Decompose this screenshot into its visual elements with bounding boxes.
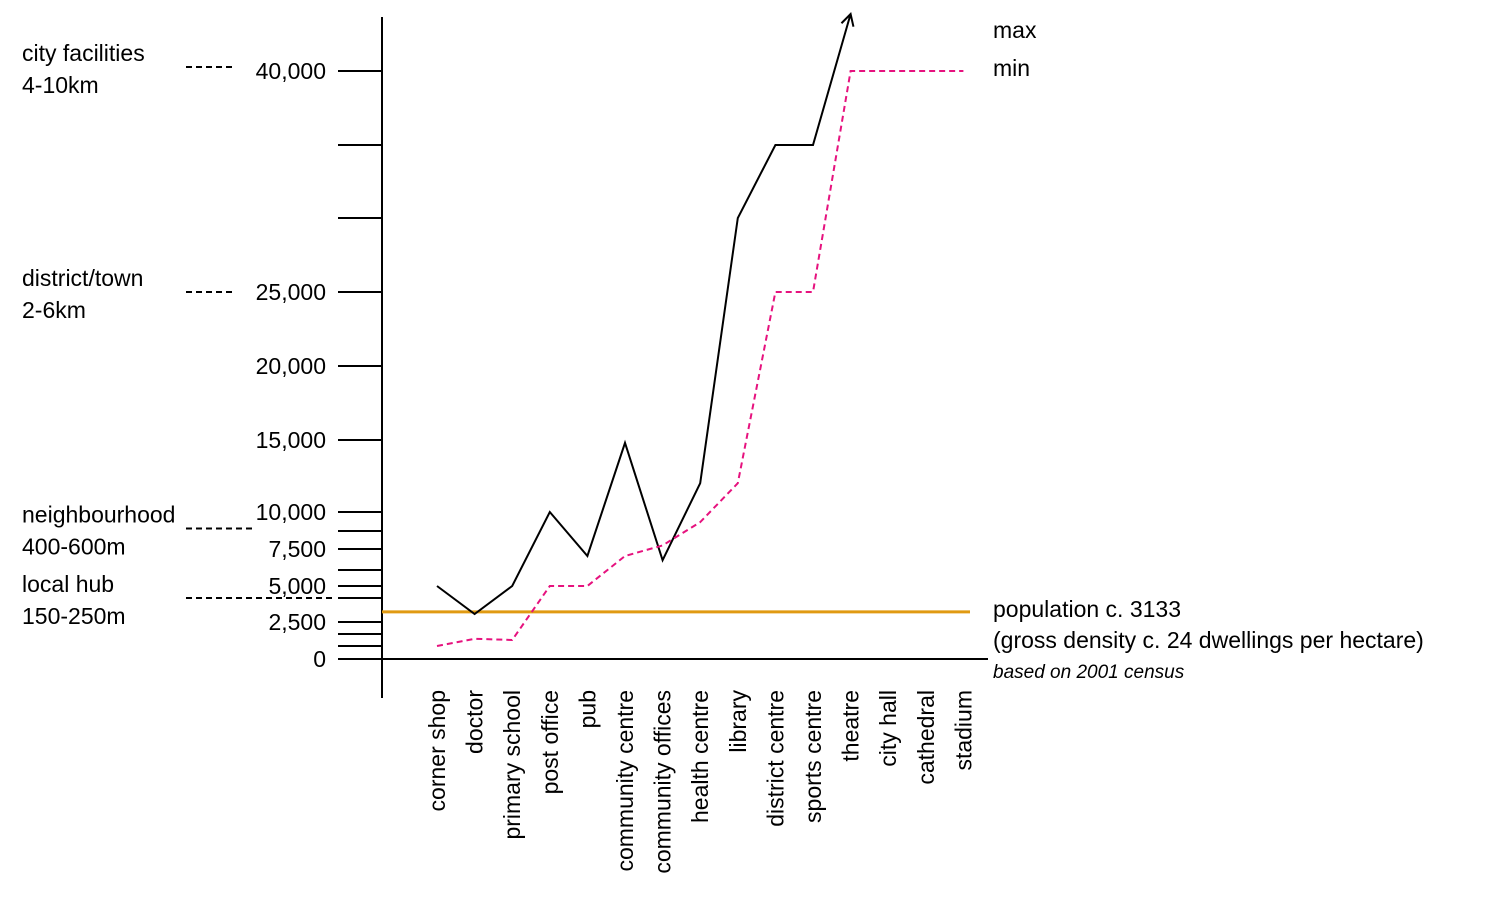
x-tick-label: primary school (499, 690, 525, 840)
axes (340, 17, 988, 698)
x-tick-label: corner shop (424, 690, 450, 811)
scale-level-name: district/town (22, 265, 143, 291)
x-tick-label: health centre (687, 690, 713, 823)
density-label: (gross density c. 24 dwellings per hecta… (993, 627, 1424, 653)
y-tick-label: 25,000 (256, 279, 326, 305)
y-tick-label: 40,000 (256, 58, 326, 84)
series (436, 11, 964, 647)
x-tick-label: district centre (762, 690, 788, 827)
scale-level-range: 2-6km (22, 297, 86, 323)
scale-level-range: 400-600m (22, 533, 126, 559)
scale-level-range: 150-250m (22, 603, 126, 629)
x-tick-label: post office (537, 690, 563, 794)
population-reference: population c. 3133 (gross density c. 24 … (382, 596, 1424, 683)
x-tick-label: community offices (650, 690, 676, 874)
x-tick-label: community centre (612, 690, 638, 872)
x-tick-label: stadium (950, 690, 976, 771)
x-tick-label: pub (574, 690, 600, 728)
max-arrowhead (840, 11, 855, 27)
x-tick-label: city hall (875, 690, 901, 767)
series-max-line (436, 13, 852, 616)
y-tick-label: 2,500 (268, 609, 326, 635)
scale-level-range: 4-10km (22, 72, 99, 98)
y-tick-label: 5,000 (268, 573, 326, 599)
scale-level-name: city facilities (22, 40, 145, 66)
legend: max min (993, 17, 1037, 81)
census-note: based on 2001 census (993, 662, 1185, 683)
y-tick-label: 10,000 (256, 499, 326, 525)
legend-max: max (993, 17, 1037, 43)
x-tick-label: sports centre (800, 690, 826, 823)
x-tick-label: cathedral (913, 690, 939, 785)
scale-level-name: neighbourhood (22, 501, 175, 527)
population-label: population c. 3133 (993, 596, 1181, 622)
x-tick-label: library (725, 690, 751, 753)
y-tick-label: 0 (313, 646, 326, 672)
x-tick-label: doctor (462, 690, 488, 754)
y-tick-label: 20,000 (256, 353, 326, 379)
x-tick-labels: corner shop doctor primary school post offi… (424, 690, 976, 874)
x-tick-label: theatre (838, 690, 864, 762)
y-tick-label: 7,500 (268, 536, 326, 562)
y-tick-label: 15,000 (256, 427, 326, 453)
scale-level-name: local hub (22, 571, 114, 597)
scale-levels: city facilities 4-10km district/town 2-6km n… (22, 40, 334, 629)
legend-min: min (993, 55, 1030, 81)
y-ticks: 0 2,500 5,000 7,500 10,000 15,000 20,000 25,000… (256, 58, 382, 672)
series-min-line (436, 70, 964, 647)
